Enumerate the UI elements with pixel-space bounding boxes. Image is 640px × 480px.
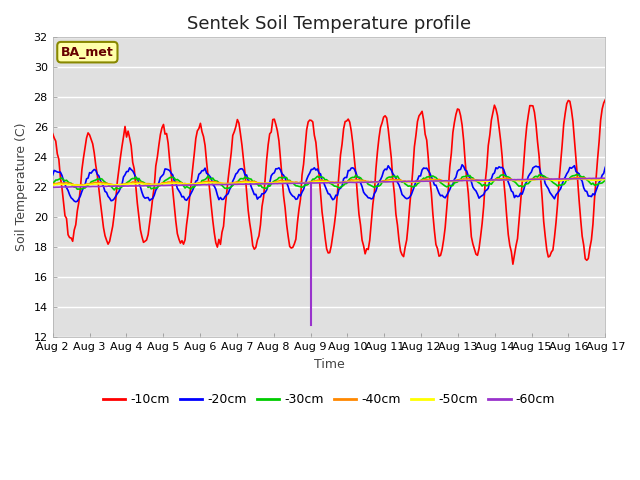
-20cm	[292, 196, 300, 202]
-50cm	[234, 180, 241, 186]
-50cm	[577, 176, 584, 181]
-60cm	[572, 176, 580, 181]
-30cm	[573, 171, 581, 177]
-20cm	[243, 172, 250, 178]
-30cm	[118, 184, 126, 190]
Line: -30cm: -30cm	[52, 174, 605, 190]
Line: -40cm: -40cm	[52, 177, 605, 186]
-40cm	[77, 183, 84, 189]
-40cm	[572, 175, 580, 181]
-10cm	[572, 156, 580, 162]
-10cm	[291, 241, 298, 247]
-50cm	[49, 182, 56, 188]
-50cm	[602, 177, 609, 182]
-10cm	[232, 124, 239, 130]
-60cm	[118, 183, 126, 189]
Line: -50cm: -50cm	[52, 179, 605, 186]
-20cm	[215, 197, 223, 203]
-30cm	[602, 177, 609, 183]
-10cm	[602, 97, 609, 103]
-20cm	[72, 199, 79, 204]
Y-axis label: Soil Temperature (C): Soil Temperature (C)	[15, 123, 28, 252]
-60cm	[51, 184, 58, 190]
-40cm	[118, 181, 126, 187]
-20cm	[458, 162, 466, 168]
-20cm	[49, 172, 56, 178]
-10cm	[241, 170, 249, 176]
-20cm	[602, 165, 609, 170]
Line: -20cm: -20cm	[52, 165, 605, 202]
-50cm	[215, 180, 223, 186]
-40cm	[602, 176, 609, 182]
-30cm	[215, 180, 223, 186]
X-axis label: Time: Time	[314, 358, 344, 371]
-40cm	[49, 181, 56, 187]
Line: -10cm: -10cm	[52, 100, 605, 264]
-50cm	[118, 182, 126, 188]
Line: -60cm: -60cm	[52, 178, 605, 187]
-10cm	[49, 131, 56, 137]
-60cm	[49, 184, 56, 190]
-60cm	[234, 181, 241, 187]
-10cm	[116, 155, 124, 160]
-50cm	[78, 183, 86, 189]
-30cm	[572, 172, 580, 178]
Text: BA_met: BA_met	[61, 46, 114, 59]
-60cm	[215, 182, 223, 188]
-50cm	[243, 180, 250, 185]
-40cm	[573, 174, 581, 180]
-30cm	[49, 180, 56, 186]
-40cm	[215, 180, 223, 186]
-10cm	[214, 244, 221, 250]
-30cm	[110, 187, 118, 193]
-40cm	[234, 179, 241, 185]
-40cm	[243, 179, 250, 184]
Title: Sentek Soil Temperature profile: Sentek Soil Temperature profile	[187, 15, 471, 33]
-30cm	[243, 175, 250, 181]
-10cm	[509, 261, 516, 267]
-30cm	[292, 183, 300, 189]
-50cm	[292, 180, 300, 186]
Legend: -10cm, -20cm, -30cm, -40cm, -50cm, -60cm: -10cm, -20cm, -30cm, -40cm, -50cm, -60cm	[98, 388, 560, 411]
-60cm	[243, 181, 250, 187]
-50cm	[572, 176, 580, 182]
-30cm	[234, 179, 241, 185]
-20cm	[234, 170, 241, 176]
-20cm	[573, 170, 581, 176]
-60cm	[292, 180, 300, 186]
-40cm	[292, 179, 300, 185]
-60cm	[602, 175, 609, 181]
-20cm	[118, 182, 126, 188]
